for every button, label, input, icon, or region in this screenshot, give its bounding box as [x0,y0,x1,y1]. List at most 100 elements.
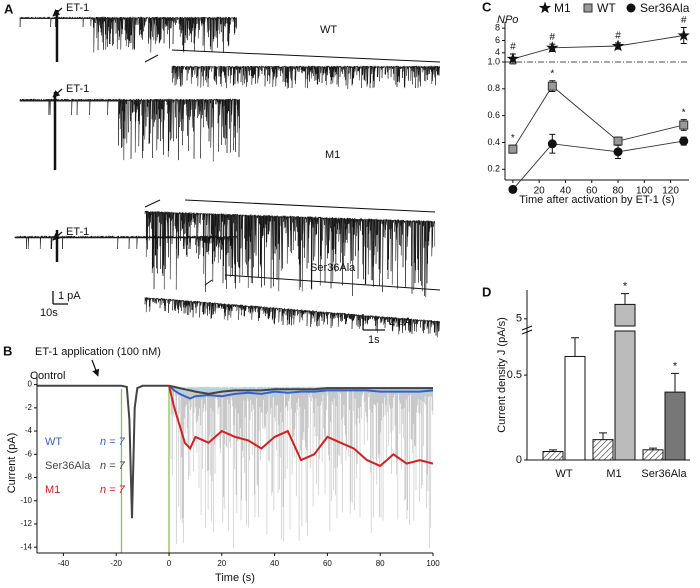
error-bar [671,372,679,393]
panel-letter: B [3,343,12,358]
bar [614,303,636,327]
stimulus-label: ET-1 [66,2,89,14]
y-tick-label: 0.5 [507,369,522,381]
y-tick-label: -10 [20,496,32,505]
y-tick-label: 8 [495,23,500,33]
x-tick-label: 40 [560,186,572,197]
y-tick-label: 0.6 [487,110,500,120]
x-tick-label: -40 [58,559,70,568]
legend-label: Ser36Ala [45,460,91,472]
bar [592,439,614,461]
overview-trace [19,16,237,53]
trace-label: WT [320,24,337,36]
error-bar [621,293,629,305]
series-line [512,85,684,150]
y-tick-label: -8 [25,473,33,482]
y-tick-label: -12 [20,519,32,528]
m1-envelope [170,388,434,549]
x-axis-label: Time (s) [215,572,255,584]
series-line [168,385,434,468]
legend-label: WT [597,1,616,15]
scale-label: 1 pA [58,290,81,302]
error-bar [571,337,579,357]
significance-mark: * [673,360,678,372]
x-tick-label: 100 [426,559,440,568]
significance-mark: * [550,68,554,79]
trace-label: M1 [325,149,340,161]
annotation: ET-1 application (100 nM) [35,346,161,358]
y-tick-label: -2 [25,403,33,412]
control-label: Control [30,370,65,382]
y-tick-label: 0 [516,454,522,466]
data-point [677,29,690,41]
scale-label: 1s [368,334,380,346]
scale-label: 2 pA [389,316,412,328]
data-point [508,144,518,154]
legend-marker [538,1,552,14]
bar [564,355,586,461]
x-tick-label: 80 [376,559,385,568]
stimulus-arrow [52,7,63,17]
series-line [512,140,684,190]
series-line [168,385,434,400]
x-tick-label: 20 [217,559,226,568]
stimulus-label: ET-1 [66,226,89,238]
data-point [679,136,689,146]
zoom-connector [144,199,161,208]
zoom-connector [204,279,213,286]
bar [542,451,564,461]
significance-mark: # [550,32,556,43]
legend-n: n = 7 [100,460,126,472]
annotation-arrow [91,359,100,377]
legend-label: M1 [554,1,571,15]
y-tick-label: 0.2 [487,164,500,174]
zoom-connector [224,274,441,291]
bar [664,391,686,461]
y-tick-label: -4 [25,426,33,435]
data-point [547,81,557,91]
significance-mark: * [682,107,686,118]
x-tick-label: 60 [323,559,332,568]
x-tick-label: 120 [662,186,679,197]
data-point [613,136,623,146]
data-point [506,52,520,65]
legend-label: M1 [45,484,60,496]
y-tick-label: 4 [495,47,500,57]
significance-mark: # [681,15,687,26]
legend-marker [626,3,636,13]
x-axis-label: Time after activation by ET-1 (s) [519,194,674,206]
data-point [613,147,623,157]
stimulus-arrow [52,88,63,98]
y-axis-label: Current (pA) [6,433,18,494]
zoom-connector [184,199,436,213]
y-tick-label: -14 [20,542,32,551]
x-tick-label: 20 [534,186,546,197]
significance-mark: * [623,281,628,293]
error-bar [549,449,557,452]
overview-trace [19,98,240,162]
significance-mark: * [511,133,515,144]
bar [614,330,636,461]
legend-marker [583,3,593,13]
y-tick-label: -6 [25,449,33,458]
stimulus-arrow [52,231,63,241]
zoom-connector [171,49,441,63]
series-line [37,384,433,519]
trace-label: Ser36Ala [310,262,356,274]
x-tick-label: 0 [167,559,172,568]
x-tick-label: -20 [110,559,122,568]
x-tick-label: 40 [270,559,279,568]
significance-mark: # [510,42,516,53]
data-point [547,139,557,149]
series-line [512,35,684,60]
scale-label: 10s [40,307,58,319]
y-tick-label: 0.8 [487,83,500,93]
x-tick-label: WT [555,468,572,480]
error-bar [649,447,657,450]
zoom-connector [144,54,159,63]
data-point [679,120,689,130]
zoom-trace [171,65,440,90]
chart-title: NPo [497,14,518,26]
y-tick-label: 5 [516,313,522,325]
